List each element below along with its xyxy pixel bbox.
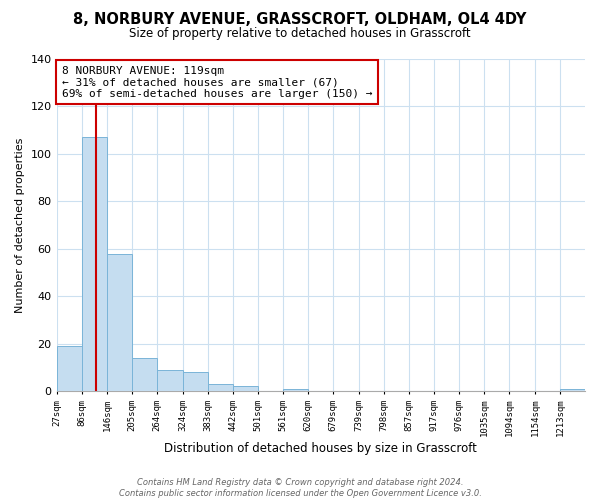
Bar xyxy=(107,254,132,391)
Bar xyxy=(182,372,208,391)
Bar xyxy=(56,346,82,391)
Bar xyxy=(208,384,233,391)
X-axis label: Distribution of detached houses by size in Grasscroft: Distribution of detached houses by size … xyxy=(164,442,477,455)
Bar xyxy=(560,389,585,391)
Bar xyxy=(132,358,157,391)
Bar xyxy=(283,389,308,391)
Bar xyxy=(233,386,258,391)
Text: 8 NORBURY AVENUE: 119sqm
← 31% of detached houses are smaller (67)
69% of semi-d: 8 NORBURY AVENUE: 119sqm ← 31% of detach… xyxy=(62,66,373,99)
Text: Contains HM Land Registry data © Crown copyright and database right 2024.
Contai: Contains HM Land Registry data © Crown c… xyxy=(119,478,481,498)
Text: 8, NORBURY AVENUE, GRASSCROFT, OLDHAM, OL4 4DY: 8, NORBURY AVENUE, GRASSCROFT, OLDHAM, O… xyxy=(73,12,527,28)
Bar xyxy=(157,370,182,391)
Y-axis label: Number of detached properties: Number of detached properties xyxy=(15,138,25,313)
Bar xyxy=(82,138,107,391)
Text: Size of property relative to detached houses in Grasscroft: Size of property relative to detached ho… xyxy=(129,28,471,40)
